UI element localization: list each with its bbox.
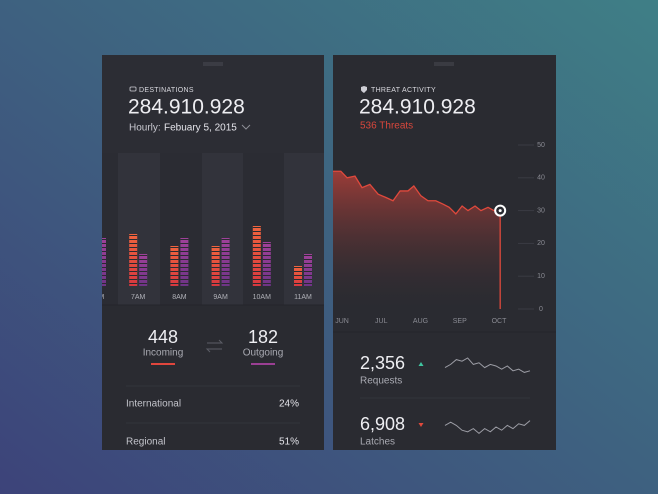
x-tick-label: 10AM [253,294,271,301]
incoming-label: Incoming [143,348,184,359]
y-tick-label: 10 [537,273,545,280]
y-tick-label: 0 [539,306,543,313]
threat-count: 536 Threats [360,121,413,132]
row-label: International [126,399,181,410]
total: 284.910.928 [359,96,476,119]
stat-value: 2,356 [360,353,405,373]
x-tick-label: SEP [453,318,467,325]
x-tick-label: OCT [492,318,508,325]
shield-icon [361,86,367,93]
y-tick-label: 30 [537,207,545,214]
bar-segments [294,266,302,286]
section-title: DESTINATIONS [139,87,194,94]
bar-segments [211,246,220,286]
bar-segments [129,234,138,286]
x-tick-label: JUN [335,318,349,325]
chevron[interactable] [241,124,251,130]
card-header [102,55,324,153]
stat-label: Latches [360,437,395,448]
y-tick-label: 40 [537,175,545,182]
line [333,170,501,215]
total: 284.910.928 [128,96,245,119]
incoming-value: 448 [148,327,178,347]
bar-segments [304,254,312,286]
bar-chart: 6AM 7AM 8AM 9AM 10AM 11AM [90,226,312,301]
x-tick-label: 9AM [213,294,228,301]
bar-segments [221,238,230,286]
stat-value: 6,908 [360,414,405,434]
marker-dot [498,209,502,213]
row-value: 24% [279,399,299,410]
x-tick-label: 8AM [172,294,187,301]
stats: 2,356 Requests 6,908 Latches [360,353,531,448]
x-tick-label: 11AM [294,294,312,301]
date-prefix: Hourly: [129,123,161,134]
area [333,171,501,309]
bar-segments [102,238,106,286]
x-tick-label: JUL [375,318,388,325]
bar-segments [170,246,179,286]
y-tick-label: 50 [537,142,545,149]
outgoing-value: 182 [248,327,278,347]
stat-label: Requests [360,376,402,387]
trend-up [418,362,424,366]
row-value: 51% [279,437,299,448]
right-card: THREAT ACTIVITY 284.910.928 536 Threats … [333,55,556,450]
sparkline [444,357,531,373]
date: Febuary 5, 2015 [164,123,237,134]
row-label: Regional [126,437,165,448]
x-tick-label: AUG [413,318,428,325]
column-stripe [118,153,160,305]
sparkline [444,420,531,435]
line-chart: 0 10 20 30 40 50 JUN JUL AUG SEP OCT [333,142,545,325]
outgoing-label: Outgoing [243,348,284,359]
icon [129,86,137,92]
y-tick-label: 20 [537,240,545,247]
incoming-underline [151,363,175,365]
swap-icon[interactable] [205,339,224,353]
bar-segments [252,226,261,286]
bar-segments [180,238,189,286]
x-tick-label: 6AM [90,294,105,301]
bar-segments [139,254,148,286]
left-card: DESTINATIONS 284.910.928 Hourly: Febuary… [90,55,324,450]
bar-segments [262,242,271,286]
trend-down [418,423,424,427]
x-tick-label: 7AM [131,294,146,301]
section-title: THREAT ACTIVITY [371,87,436,94]
outgoing-underline [251,363,275,365]
